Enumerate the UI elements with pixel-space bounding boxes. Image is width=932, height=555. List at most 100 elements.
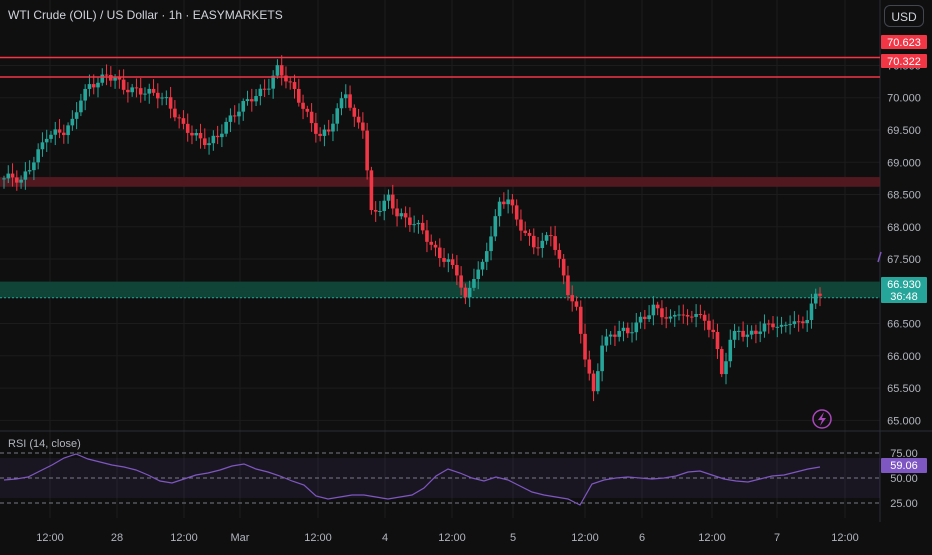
time-axis[interactable]: 12:00 28 12:00 Mar 12:00 4 12:00 5 12:00 6 12:00 7 1… (36, 532, 859, 544)
candle[interactable] (113, 77, 117, 81)
candle[interactable] (813, 293, 818, 304)
candle[interactable] (630, 332, 634, 334)
candle[interactable] (181, 118, 186, 124)
candle[interactable] (694, 314, 698, 317)
candle[interactable] (724, 361, 728, 375)
candle[interactable] (476, 269, 481, 280)
candle[interactable] (643, 316, 647, 320)
currency-button[interactable]: USD (884, 5, 924, 27)
candle[interactable] (412, 224, 416, 226)
candle[interactable] (237, 111, 241, 117)
candle[interactable] (442, 258, 446, 262)
candle[interactable] (130, 87, 134, 93)
candle[interactable] (194, 132, 199, 136)
candle[interactable] (741, 330, 745, 337)
candle[interactable] (207, 143, 211, 146)
candle[interactable] (369, 170, 374, 211)
resistance-lines[interactable] (0, 56, 880, 78)
candle[interactable] (647, 315, 651, 320)
candle[interactable] (531, 235, 536, 248)
candle[interactable] (138, 88, 143, 95)
candle[interactable] (540, 240, 545, 249)
candle[interactable] (625, 327, 630, 334)
candle[interactable] (395, 208, 399, 217)
rsi-pane[interactable]: 75.00 50.00 25.00 (0, 448, 918, 510)
candle[interactable] (168, 97, 173, 109)
candle[interactable] (258, 88, 263, 97)
candle[interactable] (484, 251, 489, 262)
candle[interactable] (668, 316, 673, 319)
candle[interactable] (40, 142, 45, 150)
candle[interactable] (220, 133, 224, 138)
candle[interactable] (2, 178, 6, 180)
candle[interactable] (91, 84, 96, 88)
candle[interactable] (429, 241, 434, 245)
candle[interactable] (502, 201, 506, 205)
candle[interactable] (348, 94, 352, 108)
candle[interactable] (390, 194, 395, 209)
candle[interactable] (527, 233, 532, 236)
rsi-line[interactable] (3, 453, 821, 506)
candle[interactable] (10, 173, 15, 178)
candle[interactable] (382, 200, 387, 212)
candle[interactable] (788, 324, 792, 326)
candle[interactable] (126, 89, 130, 93)
candle[interactable] (211, 135, 216, 144)
candle[interactable] (818, 293, 822, 296)
candle[interactable] (147, 88, 152, 94)
candle[interactable] (771, 323, 775, 328)
candle[interactable] (249, 99, 254, 102)
candle[interactable] (386, 194, 391, 201)
candle[interactable] (446, 259, 451, 262)
candle[interactable] (284, 75, 288, 82)
candle[interactable] (134, 87, 139, 89)
candle[interactable] (275, 65, 280, 76)
candle[interactable] (766, 323, 771, 325)
candle[interactable] (549, 235, 553, 237)
candle[interactable] (36, 149, 40, 163)
candle[interactable] (292, 82, 297, 89)
candle[interactable] (352, 107, 357, 117)
candle[interactable] (296, 88, 301, 103)
candle[interactable] (660, 308, 664, 318)
candle[interactable] (361, 122, 365, 131)
candle[interactable] (49, 134, 53, 139)
candle[interactable] (156, 92, 160, 99)
candle[interactable] (809, 303, 814, 320)
candle[interactable] (437, 247, 442, 259)
candle[interactable] (762, 323, 767, 332)
candle[interactable] (173, 108, 177, 118)
candle[interactable] (707, 320, 711, 330)
candle[interactable] (318, 133, 322, 136)
candle[interactable] (617, 330, 622, 337)
candle[interactable] (690, 316, 694, 318)
candle[interactable] (719, 349, 724, 375)
candle[interactable] (702, 314, 707, 321)
candle[interactable] (608, 334, 613, 337)
candle[interactable] (343, 94, 348, 99)
candle[interactable] (96, 82, 100, 88)
candle[interactable] (561, 258, 566, 276)
candle[interactable] (519, 219, 523, 231)
candle[interactable] (356, 116, 361, 123)
rsi-title[interactable]: RSI (14, close) (8, 438, 81, 450)
candle[interactable] (544, 235, 549, 241)
candle[interactable] (455, 265, 459, 276)
candle[interactable] (322, 129, 327, 136)
candle[interactable] (57, 129, 62, 133)
candle[interactable] (6, 173, 11, 179)
candle[interactable] (267, 88, 271, 90)
candle[interactable] (784, 324, 788, 326)
candle[interactable] (574, 301, 579, 307)
candle[interactable] (493, 216, 498, 237)
candle[interactable] (553, 236, 557, 250)
candle[interactable] (177, 117, 181, 119)
candle[interactable] (604, 336, 609, 346)
supply-zone[interactable] (0, 177, 880, 187)
candle[interactable] (472, 279, 476, 288)
candle[interactable] (801, 321, 805, 324)
candle[interactable] (566, 275, 570, 296)
candle[interactable] (600, 345, 604, 372)
candle[interactable] (339, 98, 344, 109)
candle[interactable] (403, 213, 408, 218)
